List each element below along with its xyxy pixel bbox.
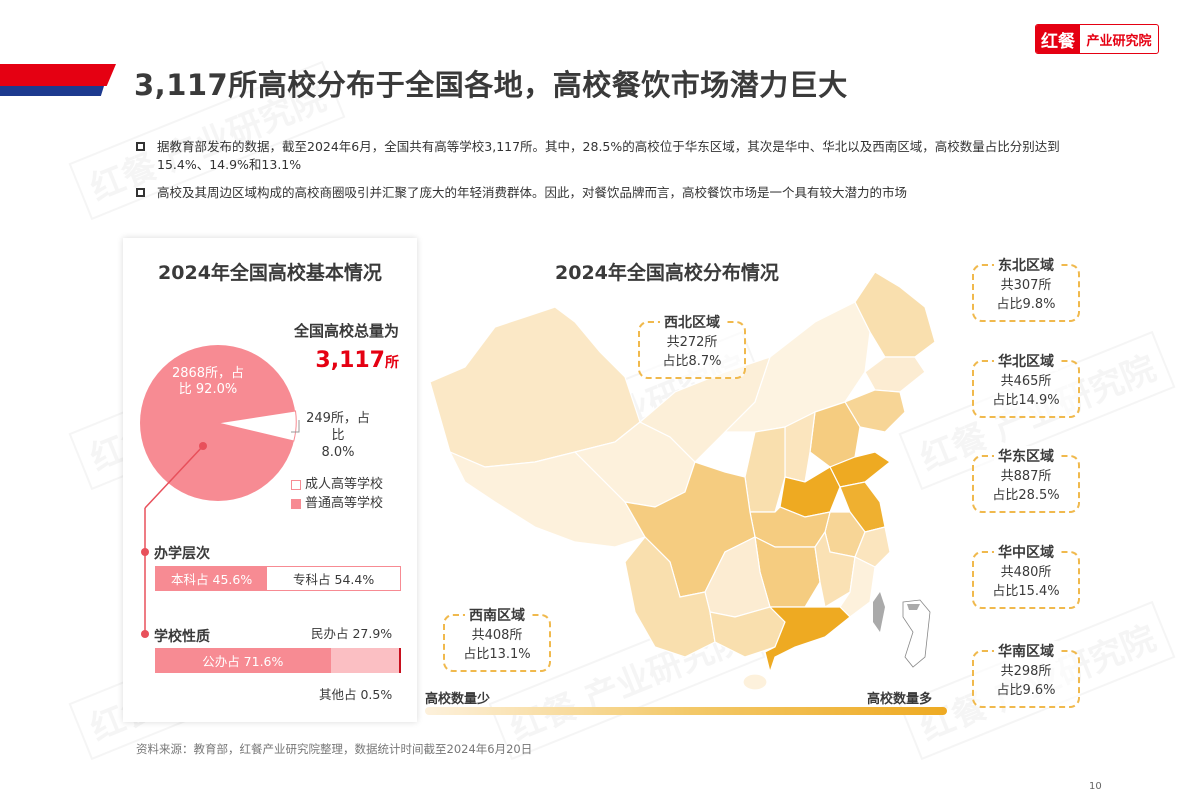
bullet-text: 高校及其周边区域构成的高校商圈吸引并汇聚了庞大的年轻消费群体。因此，对餐饮品牌而…	[157, 185, 908, 200]
nature-bar: 公办占 71.6%	[155, 648, 401, 673]
other-share-label: 其他占 0.5%	[319, 687, 393, 702]
legend-label: 普通高等学校	[305, 496, 384, 511]
pie-label-adult: 249所，占比 8.0%	[303, 410, 373, 461]
pie-legend: 成人高等学校 普通高等学校	[291, 475, 383, 513]
legend-high-label: 高校数量多	[867, 692, 933, 707]
logo-text: 产业研究院	[1086, 33, 1152, 49]
bar-segment-public: 公办占 71.6%	[155, 648, 331, 673]
region-share: 占比8.7%	[662, 354, 722, 369]
region-name: 东北区域	[994, 255, 1058, 275]
region-count: 共480所	[1000, 565, 1052, 580]
region-box-south: 华南区域 共298所 占比9.6%	[972, 641, 1080, 708]
region-box-north: 华北区域 共465所 占比14.9%	[972, 351, 1080, 418]
bullet-item: 据教育部发布的数据，截至2024年6月，全国共有高等学校3,117所。其中，28…	[136, 138, 1076, 174]
pie-label-line: 8.0%	[321, 445, 355, 460]
brand-logo: 红餐 产业研究院	[1035, 24, 1159, 54]
pie-label-line: 249所，占比	[306, 411, 370, 443]
region-count: 共307所	[1000, 278, 1052, 293]
school-type-pie-chart	[140, 345, 297, 501]
bar-segment-private	[330, 648, 399, 673]
bar-segment-junior: 专科占 54.4%	[267, 567, 400, 590]
region-name: 华中区域	[994, 542, 1058, 562]
total-unit: 所	[385, 355, 399, 371]
level-bar: 本科占 45.6% 专科占 54.4%	[155, 566, 401, 591]
bar-segment-undergrad: 本科占 45.6%	[156, 567, 268, 590]
region-name: 华南区域	[994, 641, 1058, 661]
total-label: 全国高校总量为	[293, 322, 399, 340]
region-count: 共887所	[1000, 469, 1052, 484]
legend-item-regular: 普通高等学校	[291, 494, 383, 513]
region-name: 华北区域	[994, 351, 1058, 371]
pie-label-line: 比 92.0%	[178, 382, 238, 397]
region-name: 华东区域	[994, 446, 1058, 466]
logo-mark: 红餐	[1036, 25, 1080, 53]
square-bullet-icon	[136, 188, 145, 197]
region-count: 共272所	[666, 335, 718, 350]
timeline-connector	[141, 442, 207, 638]
region-share: 占比13.1%	[463, 647, 531, 662]
legend-swatch-icon	[291, 479, 301, 490]
title-accent-blue	[0, 86, 104, 96]
legend-label: 成人高等学校	[305, 477, 384, 492]
region-share: 占比9.8%	[996, 297, 1056, 312]
bullet-item: 高校及其周边区域构成的高校商圈吸引并汇聚了庞大的年轻消费群体。因此，对餐饮品牌而…	[136, 184, 1076, 202]
legend-low-label: 高校数量少	[425, 692, 491, 707]
pie-label-line: 2868所，占	[171, 366, 245, 381]
region-box-northeast: 东北区域 共307所 占比9.8%	[972, 255, 1080, 322]
bullet-text: 据教育部发布的数据，截至2024年6月，全国共有高等学校3,117所。其中，28…	[157, 139, 1060, 172]
source-note: 资料来源：教育部，红餐产业研究院整理，数据统计时间截至2024年6月20日	[136, 742, 533, 756]
page-number: 10	[1089, 781, 1102, 792]
private-share-label: 民办占 27.9%	[311, 626, 393, 641]
region-share: 占比15.4%	[992, 584, 1060, 599]
basic-stats-panel: 2024年全国高校基本情况 全国高校总量为 3,117所 2868所，占 比 9…	[123, 238, 417, 722]
total-number: 3,117	[315, 348, 385, 373]
region-name: 西南区域	[465, 605, 529, 625]
title-accent-red	[0, 64, 116, 86]
bar-segment-other	[399, 648, 401, 673]
region-box-southwest: 西南区域 共408所 占比13.1%	[443, 605, 551, 672]
color-scale-bar	[425, 707, 947, 715]
region-share: 占比9.6%	[996, 683, 1056, 698]
nature-section-title: 学校性质	[154, 629, 210, 645]
region-box-central: 华中区域 共480所 占比15.4%	[972, 542, 1080, 609]
panel-title: 2024年全国高校基本情况	[158, 262, 382, 284]
map-title: 2024年全国高校分布情况	[555, 262, 779, 284]
region-box-northwest: 西北区域 共272所 占比8.7%	[638, 312, 746, 379]
pie-label-regular: 2868所，占 比 92.0%	[163, 366, 253, 398]
region-count: 共465所	[1000, 374, 1052, 389]
legend-swatch-icon	[291, 498, 301, 509]
region-count: 共408所	[471, 628, 523, 643]
level-section-title: 办学层次	[154, 546, 210, 562]
region-name: 西北区域	[660, 312, 724, 332]
square-bullet-icon	[136, 142, 145, 151]
region-count: 共298所	[1000, 664, 1052, 679]
region-share: 占比14.9%	[992, 393, 1060, 408]
total-value: 3,117所	[315, 348, 399, 373]
bullet-list: 据教育部发布的数据，截至2024年6月，全国共有高等学校3,117所。其中，28…	[136, 138, 1076, 212]
region-share: 占比28.5%	[992, 488, 1060, 503]
legend-item-adult: 成人高等学校	[291, 475, 383, 494]
china-distribution-map	[429, 271, 936, 691]
page-title: 3,117所高校分布于全国各地，高校餐饮市场潜力巨大	[134, 68, 848, 102]
pie-leader-line	[291, 420, 300, 433]
region-box-east: 华东区域 共887所 占比28.5%	[972, 446, 1080, 513]
